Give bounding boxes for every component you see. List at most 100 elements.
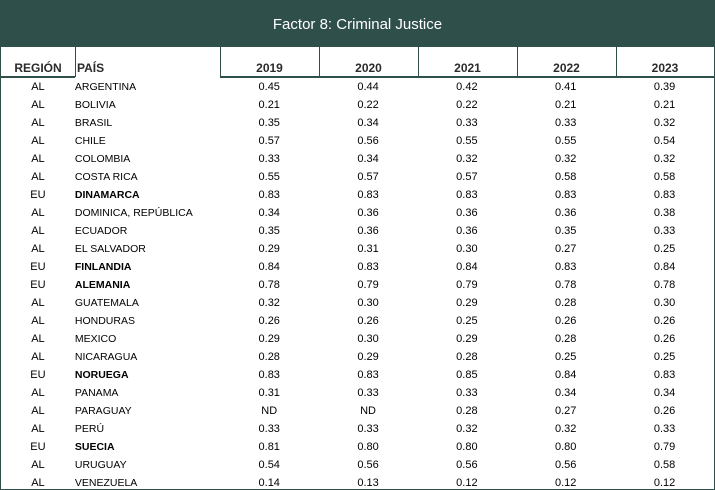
header-divider bbox=[616, 47, 617, 77]
region-cell: EU bbox=[30, 189, 46, 201]
value-cell-2023: 0.34 bbox=[653, 387, 676, 399]
country-cell: SUECIA bbox=[74, 441, 115, 453]
value-cell-2022: 0.41 bbox=[555, 81, 577, 93]
value-cell-2021: 0.28 bbox=[456, 351, 478, 363]
country-cell: BRASIL bbox=[74, 117, 113, 129]
value-cell-2022: 0.78 bbox=[555, 279, 577, 291]
value-cell-2020: 0.36 bbox=[357, 207, 379, 219]
value-cell-2023: 0.32 bbox=[653, 117, 676, 129]
value-cell-2023: 0.79 bbox=[653, 441, 676, 453]
table-row: EU FINLANDIA 0.84 0.83 0.84 0.83 0.84 bbox=[1, 258, 714, 276]
value-cell-2020: 0.13 bbox=[357, 477, 379, 489]
value-cell-2021: 0.22 bbox=[456, 99, 478, 111]
value-cell-2020: 0.29 bbox=[357, 351, 379, 363]
value-cell-2023: 0.33 bbox=[653, 423, 676, 435]
country-cell: COSTA RICA bbox=[74, 171, 138, 183]
country-cell: ARGENTINA bbox=[74, 81, 137, 93]
value-cell-2019: 0.21 bbox=[258, 99, 280, 111]
value-cell-2020: 0.36 bbox=[357, 225, 379, 237]
value-cell-2022: 0.34 bbox=[555, 387, 577, 399]
region-cell: AL bbox=[31, 171, 45, 183]
region-cell: EU bbox=[30, 441, 46, 453]
column-header-2019: 2019 bbox=[256, 61, 283, 75]
value-cell-2022: 0.36 bbox=[555, 207, 577, 219]
country-cell: GUATEMALA bbox=[74, 297, 139, 309]
value-cell-2020: 0.83 bbox=[357, 189, 379, 201]
value-cell-2020: 0.33 bbox=[357, 423, 379, 435]
country-cell: COLOMBIA bbox=[74, 153, 131, 165]
value-cell-2023: 0.39 bbox=[653, 81, 676, 93]
header-divider bbox=[517, 47, 518, 77]
column-header-2022: 2022 bbox=[553, 61, 580, 75]
value-cell-2023: 0.12 bbox=[653, 477, 676, 489]
header-divider bbox=[418, 47, 419, 77]
region-cell: AL bbox=[31, 135, 45, 147]
value-cell-2019: 0.81 bbox=[258, 441, 280, 453]
value-cell-2021: 0.12 bbox=[456, 477, 478, 489]
value-cell-2023: 0.58 bbox=[653, 171, 676, 183]
value-cell-2019: 0.29 bbox=[258, 243, 280, 255]
column-header-2023: 2023 bbox=[651, 61, 679, 75]
country-cell: URUGUAY bbox=[74, 459, 127, 471]
value-cell-2020: 0.30 bbox=[357, 333, 379, 345]
value-cell-2019: 0.34 bbox=[258, 207, 280, 219]
value-cell-2021: 0.25 bbox=[456, 315, 478, 327]
value-cell-2021: 0.33 bbox=[456, 387, 478, 399]
region-cell: EU bbox=[30, 369, 46, 381]
region-cell: EU bbox=[30, 279, 46, 291]
value-cell-2019: 0.83 bbox=[258, 369, 280, 381]
value-cell-2023: 0.83 bbox=[653, 189, 676, 201]
value-cell-2023: 0.84 bbox=[653, 261, 676, 273]
region-cell: AL bbox=[31, 423, 45, 435]
region-cell: AL bbox=[31, 207, 45, 219]
value-cell-2019: 0.29 bbox=[258, 333, 280, 345]
value-cell-2019: 0.35 bbox=[258, 225, 280, 237]
value-cell-2023: 0.26 bbox=[653, 333, 676, 345]
value-cell-2019: 0.55 bbox=[258, 171, 280, 183]
table-row: AL HONDURAS 0.26 0.26 0.25 0.26 0.26 bbox=[1, 312, 714, 330]
value-cell-2023: 0.26 bbox=[653, 315, 676, 327]
table-row: AL URUGUAY 0.54 0.56 0.56 0.56 0.58 bbox=[1, 456, 714, 474]
value-cell-2022: 0.58 bbox=[555, 171, 577, 183]
value-cell-2021: 0.84 bbox=[456, 261, 478, 273]
region-cell: AL bbox=[31, 333, 45, 345]
value-cell-2019: ND bbox=[261, 405, 278, 417]
value-cell-2020: ND bbox=[360, 405, 376, 417]
region-cell: AL bbox=[31, 117, 45, 129]
value-cell-2021: 0.36 bbox=[456, 225, 478, 237]
value-cell-2022: 0.12 bbox=[555, 477, 577, 489]
value-cell-2023: 0.21 bbox=[653, 99, 676, 111]
region-cell: AL bbox=[31, 405, 45, 417]
value-cell-2019: 0.83 bbox=[258, 189, 280, 201]
value-cell-2022: 0.26 bbox=[555, 315, 577, 327]
value-cell-2020: 0.31 bbox=[357, 243, 379, 255]
table-row: AL BRASIL 0.35 0.34 0.33 0.33 0.32 bbox=[1, 114, 714, 132]
table-row: AL NICARAGUA 0.28 0.29 0.28 0.25 0.25 bbox=[1, 348, 714, 366]
header-divider bbox=[319, 47, 320, 77]
region-cell: AL bbox=[31, 153, 45, 165]
value-cell-2023: 0.25 bbox=[653, 243, 676, 255]
value-cell-2022: 0.83 bbox=[555, 261, 577, 273]
value-cell-2021: 0.30 bbox=[456, 243, 478, 255]
region-cell: EU bbox=[30, 261, 46, 273]
value-cell-2022: 0.32 bbox=[555, 153, 577, 165]
country-cell: NICARAGUA bbox=[74, 351, 138, 363]
value-cell-2019: 0.31 bbox=[258, 387, 280, 399]
value-cell-2019: 0.26 bbox=[258, 315, 280, 327]
table-row: AL CHILE 0.57 0.56 0.55 0.55 0.54 bbox=[1, 132, 714, 150]
table-row: AL PANAMA 0.31 0.33 0.33 0.34 0.34 bbox=[1, 384, 714, 402]
value-cell-2021: 0.32 bbox=[456, 423, 478, 435]
value-cell-2021: 0.85 bbox=[456, 369, 478, 381]
country-cell: DINAMARCA bbox=[74, 189, 140, 201]
value-cell-2022: 0.55 bbox=[555, 135, 577, 147]
value-cell-2020: 0.26 bbox=[357, 315, 379, 327]
country-cell: ALEMANIA bbox=[74, 279, 131, 291]
value-cell-2023: 0.32 bbox=[653, 153, 676, 165]
region-cell: AL bbox=[31, 99, 45, 111]
value-cell-2022: 0.32 bbox=[555, 423, 577, 435]
value-cell-2020: 0.80 bbox=[357, 441, 379, 453]
table-row: AL ARGENTINA 0.45 0.44 0.42 0.41 0.39 bbox=[1, 78, 714, 96]
value-cell-2019: 0.84 bbox=[258, 261, 280, 273]
country-cell: PARAGUAY bbox=[74, 405, 132, 417]
